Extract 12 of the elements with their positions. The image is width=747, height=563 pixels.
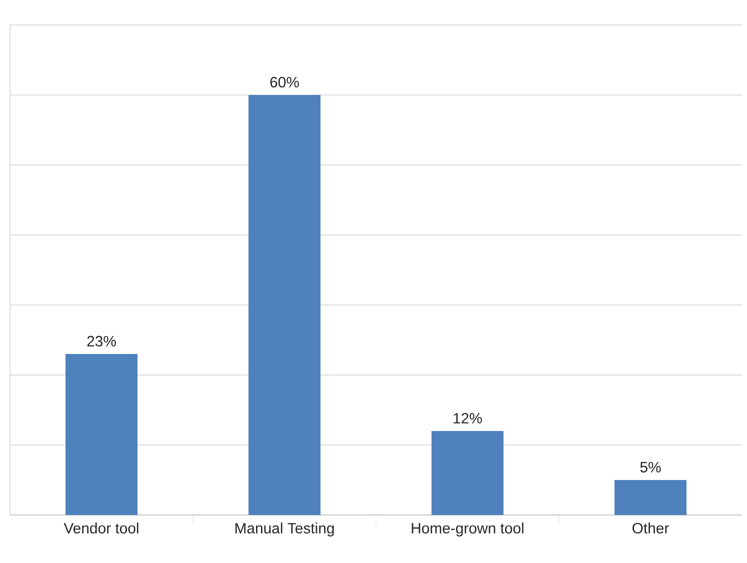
bar bbox=[614, 480, 687, 515]
data-label: 12% bbox=[454, 412, 482, 424]
x-tick-label: Manual Testing bbox=[235, 522, 334, 536]
bar bbox=[248, 94, 321, 515]
data-label: 60% bbox=[270, 76, 299, 88]
x-tick-label: Vendor tool bbox=[64, 522, 138, 534]
data-label: 5% bbox=[640, 462, 661, 472]
x-tick-label: Other bbox=[632, 522, 669, 534]
data-label: 23% bbox=[87, 336, 116, 346]
x-tick-label: Home-grown tool bbox=[412, 522, 524, 536]
bar bbox=[432, 431, 504, 515]
bar bbox=[66, 354, 138, 515]
